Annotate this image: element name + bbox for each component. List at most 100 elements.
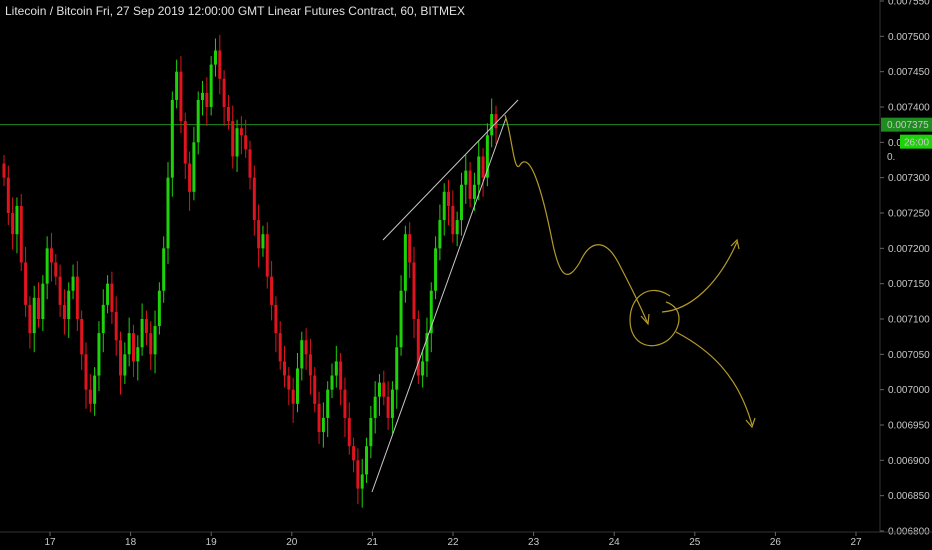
- candle-body: [390, 389, 394, 418]
- price-axis-tick-label: 0.007200: [888, 244, 930, 255]
- candle-body: [170, 99, 174, 178]
- candle-body: [67, 290, 71, 319]
- candle-body: [360, 474, 364, 489]
- candle-body: [166, 177, 170, 249]
- candle: [442, 183, 446, 236]
- candle: [80, 310, 84, 370]
- candle-body: [106, 283, 110, 305]
- candle-body: [386, 396, 390, 418]
- candle-body: [395, 347, 399, 390]
- candle: [131, 324, 135, 377]
- candle: [308, 338, 312, 395]
- candle-body: [218, 50, 222, 79]
- candle-body: [110, 283, 114, 312]
- candle: [62, 289, 66, 335]
- candle: [416, 310, 420, 385]
- candle-body: [347, 417, 351, 447]
- candle-body: [265, 234, 269, 277]
- price-axis-tick-label: 0.007150: [888, 279, 930, 290]
- candle: [278, 321, 282, 370]
- candle: [464, 155, 468, 204]
- candle: [451, 190, 455, 243]
- time-axis-tick-label: 26: [770, 537, 782, 548]
- candle: [434, 236, 438, 300]
- candle-body: [175, 71, 179, 100]
- candle-body: [192, 142, 196, 192]
- candle-body: [274, 304, 278, 334]
- candle: [188, 151, 192, 211]
- candles-layer: [2, 34, 498, 508]
- candle-body: [153, 326, 157, 355]
- candle: [472, 172, 476, 211]
- price-axis-tick-label: 0.007100: [888, 315, 930, 326]
- candle-body: [270, 276, 274, 305]
- price-axis-tick-label: 0.007500: [888, 32, 930, 43]
- time-axis-tick-label: 24: [609, 537, 621, 548]
- candle-body: [162, 248, 166, 291]
- candle: [101, 289, 105, 353]
- candle: [494, 105, 498, 144]
- candle: [41, 275, 45, 332]
- forecast-down-branch: [675, 331, 753, 426]
- candle: [356, 448, 360, 505]
- candle-body: [369, 417, 373, 447]
- candle: [110, 271, 114, 324]
- candle: [218, 34, 222, 95]
- candle-body: [429, 290, 433, 334]
- candle: [71, 264, 75, 300]
- candle: [213, 38, 217, 77]
- candle: [395, 335, 399, 409]
- time-axis-tick-label: 20: [286, 537, 298, 548]
- candle-body: [252, 177, 256, 221]
- candle: [28, 296, 32, 349]
- candle-body: [144, 319, 148, 334]
- candle: [136, 335, 140, 381]
- forecast-drawing: [504, 114, 756, 429]
- bar-countdown: 26:00: [904, 138, 929, 149]
- candle-body: [287, 375, 291, 390]
- candle-body: [213, 50, 217, 65]
- candle-body: [330, 375, 334, 390]
- candle-body: [201, 92, 205, 100]
- candle: [196, 91, 200, 155]
- candle: [360, 458, 364, 508]
- current-price-value: 0.007375: [887, 120, 929, 131]
- candle-body: [222, 78, 226, 107]
- candle-body: [32, 297, 36, 334]
- candle-body: [425, 333, 429, 362]
- candle-body: [93, 375, 97, 404]
- candle: [485, 123, 489, 187]
- candle-body: [408, 234, 412, 263]
- candle: [166, 162, 170, 264]
- candle-body: [300, 340, 304, 369]
- candle-body: [308, 354, 312, 376]
- candle-body: [157, 290, 161, 327]
- candle-body: [24, 262, 28, 305]
- candle-body: [205, 92, 209, 107]
- candle: [24, 246, 28, 317]
- candle: [270, 261, 274, 321]
- candle-body: [278, 333, 282, 362]
- candle-body: [490, 114, 494, 136]
- price-axis-tick-label: 0.007550: [888, 0, 930, 8]
- candle-body: [412, 262, 416, 319]
- candle: [153, 310, 157, 374]
- candle: [248, 140, 252, 190]
- candle: [438, 204, 442, 261]
- candle: [222, 70, 226, 127]
- wedge-lower-trendline: [371, 117, 507, 493]
- candle-body: [123, 354, 127, 376]
- candle: [6, 165, 10, 226]
- price-axis-tick-label: 0.006950: [888, 421, 930, 432]
- price-axis-tick-label: 0.007000: [888, 385, 930, 396]
- forecast-down-arrowhead: [745, 417, 756, 429]
- candle: [239, 116, 243, 155]
- candle: [287, 367, 291, 406]
- candle: [179, 56, 183, 134]
- candle: [283, 345, 287, 388]
- candle: [19, 193, 23, 271]
- candle-body: [196, 99, 200, 143]
- candle: [201, 80, 205, 116]
- candle-body: [373, 396, 377, 418]
